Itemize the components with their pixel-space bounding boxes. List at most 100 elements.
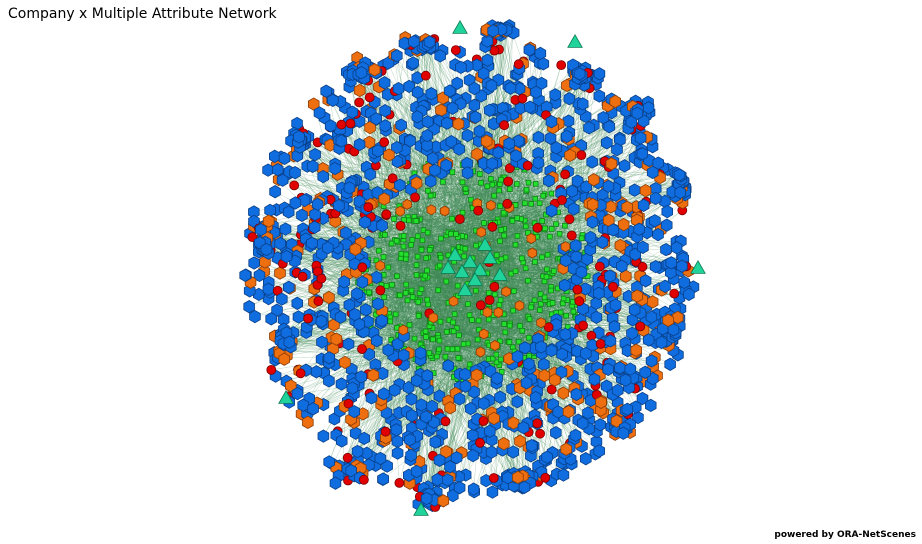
- red-circle-node[interactable]: [345, 118, 356, 129]
- blue-hexagon-node[interactable]: [544, 131, 557, 145]
- orange-hexagon-node[interactable]: [353, 83, 366, 98]
- green-square-node[interactable]: [562, 222, 568, 229]
- blue-hexagon-node[interactable]: [597, 110, 610, 125]
- blue-hexagon-node[interactable]: [342, 337, 355, 351]
- blue-hexagon-node[interactable]: [524, 100, 536, 114]
- blue-hexagon-node[interactable]: [429, 163, 441, 177]
- blue-hexagon-node[interactable]: [445, 135, 458, 149]
- blue-hexagon-node[interactable]: [600, 379, 613, 393]
- red-circle-node[interactable]: [586, 330, 597, 341]
- green-square-node[interactable]: [391, 216, 397, 222]
- green-square-node[interactable]: [413, 218, 419, 224]
- blue-hexagon-node[interactable]: [511, 395, 524, 409]
- green-square-node[interactable]: [497, 203, 503, 210]
- blue-hexagon-node[interactable]: [586, 155, 598, 169]
- green-square-node[interactable]: [393, 237, 400, 244]
- green-square-node[interactable]: [481, 220, 487, 226]
- green-square-node[interactable]: [383, 283, 390, 289]
- green-square-node[interactable]: [423, 334, 429, 340]
- green-square-node[interactable]: [462, 245, 469, 252]
- green-square-node[interactable]: [443, 278, 450, 285]
- blue-hexagon-node[interactable]: [590, 296, 602, 311]
- blue-hexagon-node[interactable]: [545, 204, 558, 218]
- green-square-node[interactable]: [468, 196, 474, 203]
- blue-hexagon-node[interactable]: [243, 300, 255, 314]
- green-square-node[interactable]: [502, 329, 509, 336]
- green-square-node[interactable]: [462, 185, 469, 192]
- orange-hexagon-node[interactable]: [440, 445, 452, 459]
- blue-hexagon-node[interactable]: [538, 357, 550, 372]
- green-square-node[interactable]: [488, 175, 494, 182]
- blue-hexagon-node[interactable]: [309, 207, 321, 222]
- blue-hexagon-node[interactable]: [512, 134, 525, 148]
- green-square-node[interactable]: [549, 300, 556, 306]
- blue-hexagon-node[interactable]: [552, 405, 564, 419]
- green-square-node[interactable]: [478, 179, 484, 186]
- green-square-node[interactable]: [434, 353, 440, 360]
- blue-hexagon-node[interactable]: [317, 169, 330, 184]
- red-circle-node[interactable]: [532, 418, 543, 429]
- green-square-node[interactable]: [415, 299, 422, 305]
- green-square-node[interactable]: [413, 262, 420, 268]
- blue-hexagon-node[interactable]: [626, 326, 638, 341]
- green-square-node[interactable]: [408, 287, 415, 294]
- green-square-node[interactable]: [454, 345, 461, 352]
- green-square-node[interactable]: [544, 266, 550, 273]
- blue-hexagon-node[interactable]: [571, 174, 584, 188]
- green-square-node[interactable]: [414, 253, 421, 260]
- red-circle-node[interactable]: [560, 169, 570, 180]
- green-square-node[interactable]: [450, 328, 457, 335]
- green-square-node[interactable]: [387, 318, 394, 325]
- green-square-node[interactable]: [539, 218, 545, 224]
- green-square-node[interactable]: [498, 227, 504, 233]
- green-square-node[interactable]: [497, 238, 503, 245]
- green-square-node[interactable]: [523, 186, 530, 193]
- blue-hexagon-node[interactable]: [253, 268, 266, 283]
- green-square-node[interactable]: [403, 251, 409, 258]
- green-square-node[interactable]: [539, 254, 545, 261]
- red-circle-node[interactable]: [540, 472, 551, 483]
- green-square-node[interactable]: [497, 338, 503, 345]
- green-square-node[interactable]: [542, 225, 548, 232]
- green-square-node[interactable]: [465, 301, 471, 307]
- blue-hexagon-node[interactable]: [425, 87, 438, 101]
- green-square-node[interactable]: [541, 278, 548, 285]
- blue-hexagon-node[interactable]: [583, 121, 595, 135]
- green-square-node[interactable]: [425, 301, 431, 308]
- green-square-node[interactable]: [426, 247, 433, 253]
- green-square-node[interactable]: [398, 250, 405, 257]
- green-square-node[interactable]: [436, 262, 443, 269]
- green-square-node[interactable]: [422, 328, 429, 335]
- blue-hexagon-node[interactable]: [586, 215, 599, 229]
- green-square-node[interactable]: [466, 361, 473, 368]
- blue-hexagon-node[interactable]: [645, 398, 657, 413]
- blue-hexagon-node[interactable]: [424, 174, 437, 188]
- blue-hexagon-node[interactable]: [580, 452, 592, 466]
- green-square-node[interactable]: [544, 251, 551, 258]
- blue-hexagon-node[interactable]: [269, 185, 281, 199]
- blue-hexagon-node[interactable]: [268, 149, 281, 163]
- orange-hexagon-node[interactable]: [302, 415, 314, 430]
- green-square-node[interactable]: [419, 237, 426, 244]
- blue-hexagon-node[interactable]: [360, 303, 372, 317]
- green-square-node[interactable]: [501, 321, 507, 327]
- blue-hexagon-node[interactable]: [608, 320, 621, 334]
- green-square-node[interactable]: [540, 192, 546, 199]
- blue-hexagon-node[interactable]: [265, 312, 278, 326]
- red-circle-node[interactable]: [364, 92, 375, 103]
- green-square-node[interactable]: [437, 254, 444, 261]
- red-circle-node[interactable]: [313, 296, 324, 307]
- orange-hexagon-node[interactable]: [497, 437, 510, 451]
- green-square-node[interactable]: [485, 316, 492, 323]
- blue-hexagon-node[interactable]: [580, 346, 592, 361]
- orange-hexagon-node[interactable]: [363, 135, 376, 150]
- green-square-node[interactable]: [404, 297, 411, 304]
- green-square-node[interactable]: [500, 209, 507, 216]
- green-square-node[interactable]: [400, 243, 407, 250]
- green-square-node[interactable]: [556, 230, 563, 237]
- blue-hexagon-node[interactable]: [549, 88, 561, 102]
- red-circle-node[interactable]: [517, 93, 528, 104]
- green-square-node[interactable]: [451, 311, 458, 317]
- blue-hexagon-node[interactable]: [636, 391, 649, 406]
- green-square-node[interactable]: [385, 264, 392, 271]
